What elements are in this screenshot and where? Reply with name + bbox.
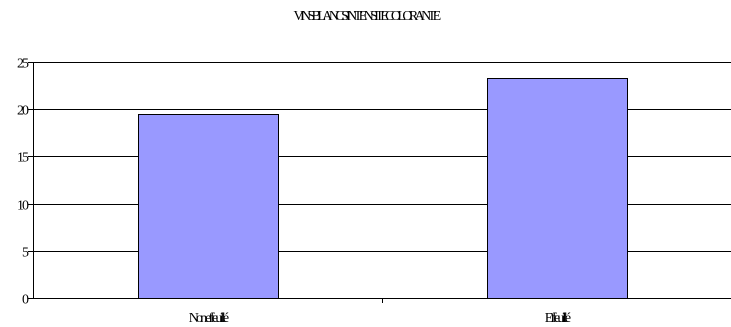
y-tick-label: 20: [17, 104, 29, 119]
y-tick-label: 15: [17, 151, 29, 166]
x-tick-label: Effeuillé: [545, 311, 571, 326]
chart-title: VINS BLANCS - INTENSITE COLORANTE: [293, 9, 441, 24]
bars: [138, 78, 628, 299]
axes: [28, 62, 731, 303]
bar: [138, 114, 279, 299]
x-tick-label: Non effeuillé: [189, 311, 229, 326]
y-tick-label: 25: [17, 57, 29, 72]
y-tick-label: 5: [22, 246, 29, 261]
y-tick-label: 0: [22, 293, 29, 308]
bar: [487, 78, 628, 299]
y-tick-label: 10: [17, 199, 29, 214]
